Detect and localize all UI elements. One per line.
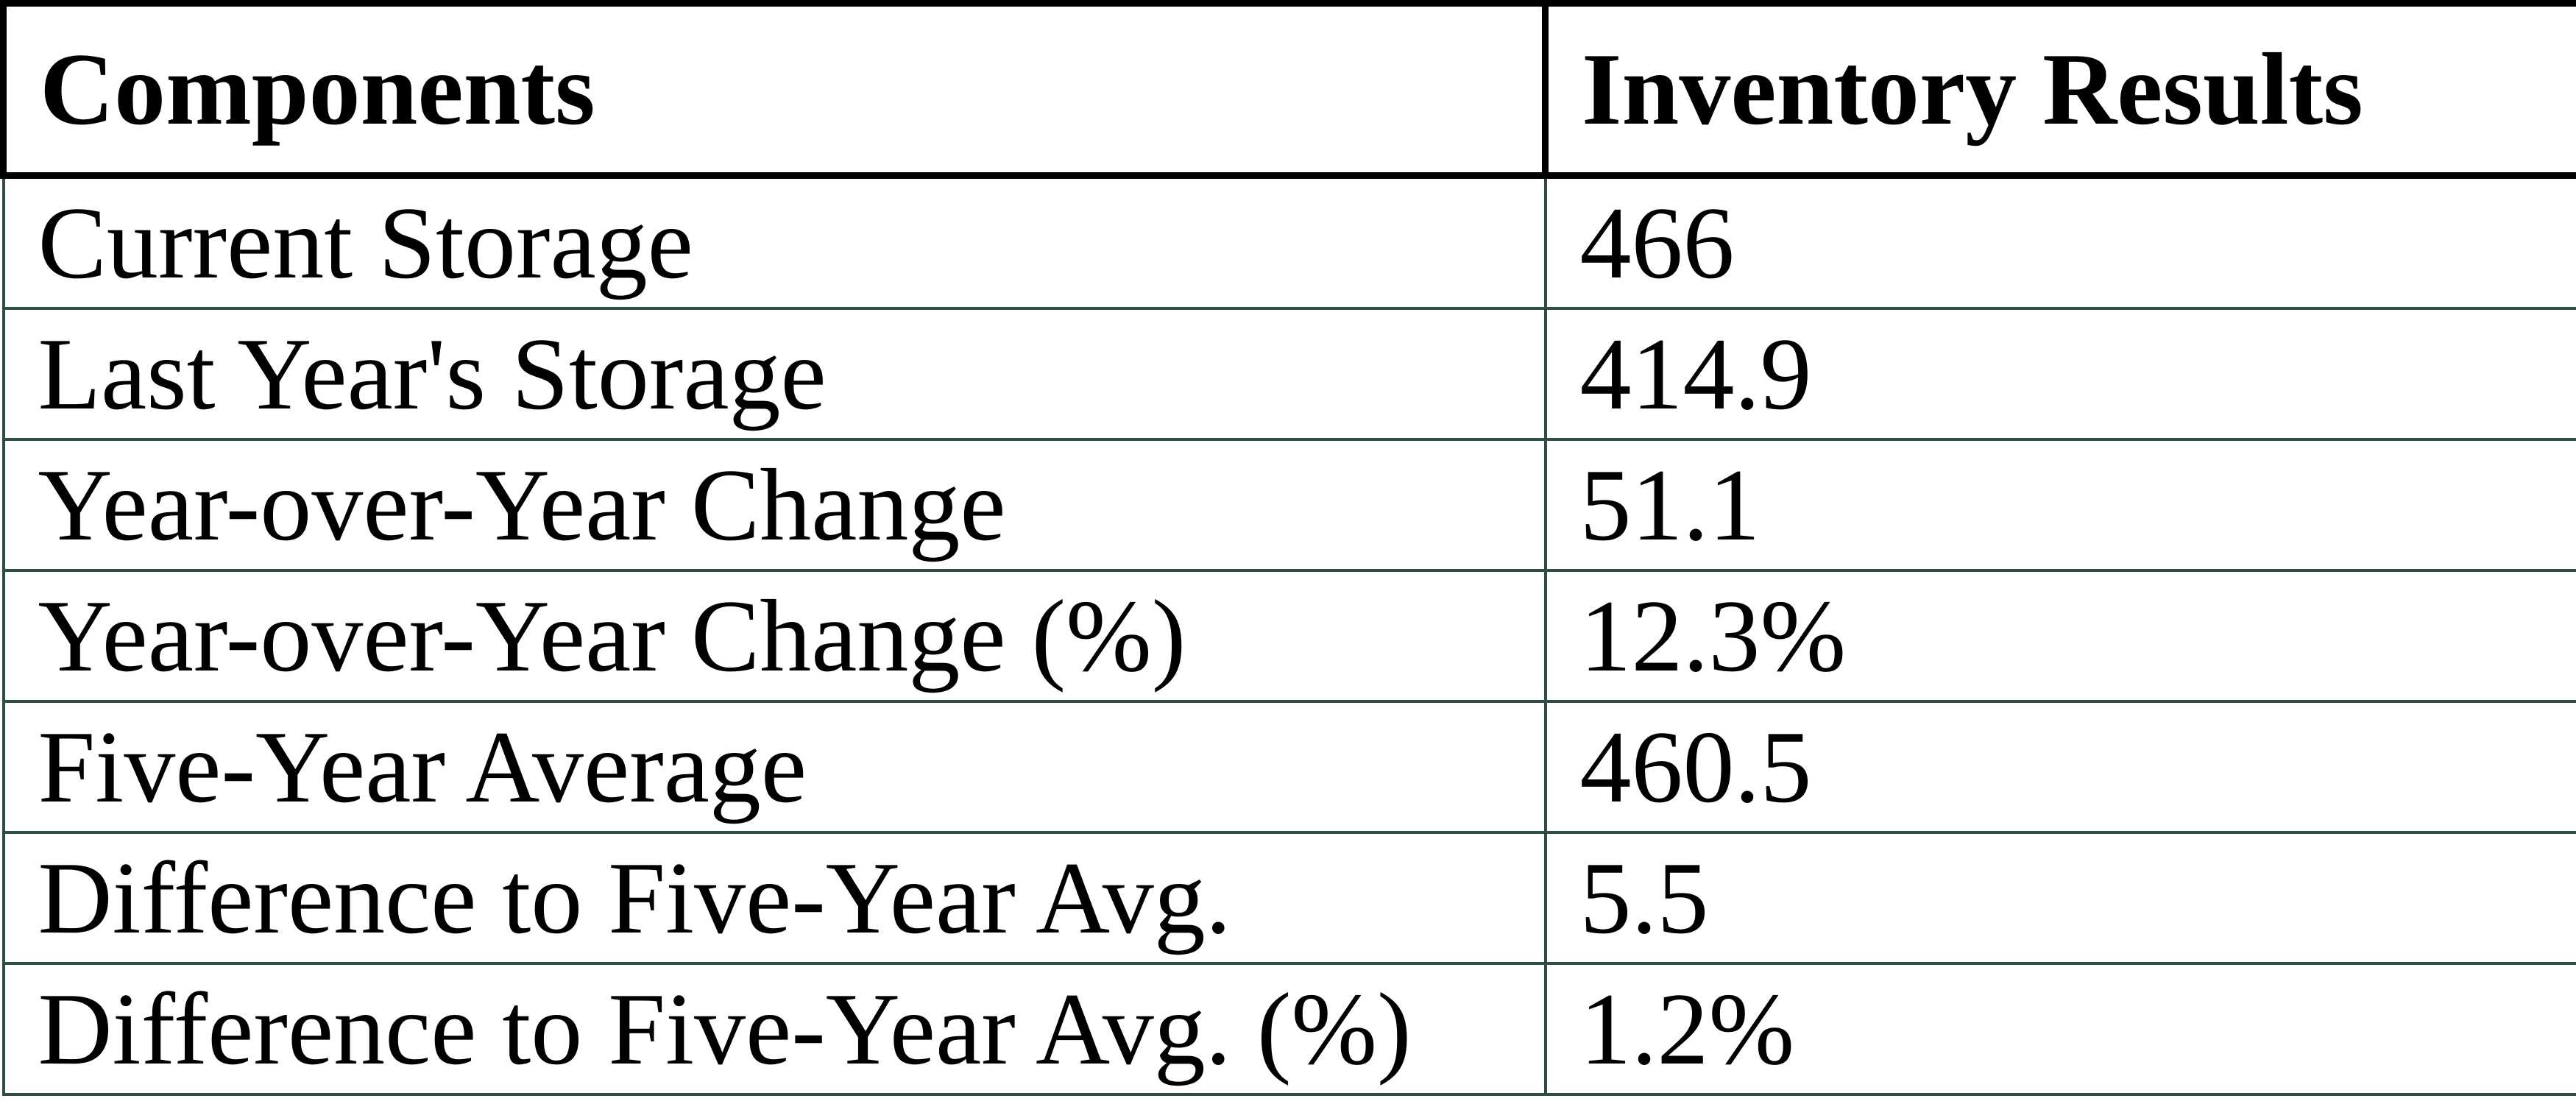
column-header-components: Components: [0, 0, 1549, 179]
inventory-value-cell: 1.2%: [1543, 962, 2576, 1096]
component-label-cell: Year-over-Year Change (%): [1, 569, 1547, 703]
component-label-cell: Difference to Five-Year Avg.: [1, 831, 1547, 965]
component-label-cell: Difference to Five-Year Avg. (%): [1, 962, 1547, 1096]
inventory-value-cell: 460.5: [1543, 700, 2576, 834]
component-label-cell: Last Year's Storage: [1, 307, 1547, 441]
table-row: Five-Year Average 460.5: [1, 700, 2576, 834]
table-row: Year-over-Year Change (%) 12.3%: [1, 569, 2576, 703]
column-header-inventory-results: Inventory Results: [1542, 0, 2576, 179]
table-row: Current Storage 466: [1, 174, 2576, 310]
component-label-cell: Five-Year Average: [1, 700, 1547, 834]
inventory-value-cell: 5.5: [1543, 831, 2576, 965]
table-row: Difference to Five-Year Avg. 5.5: [1, 831, 2576, 965]
inventory-value-cell: 12.3%: [1543, 569, 2576, 703]
table-row: Difference to Five-Year Avg. (%) 1.2%: [1, 962, 2576, 1096]
table-row: Year-over-Year Change 51.1: [1, 438, 2576, 572]
component-label-cell: Year-over-Year Change: [1, 438, 1547, 572]
inventory-value-cell: 466: [1543, 174, 2576, 310]
table-row: Last Year's Storage 414.9: [1, 307, 2576, 441]
header-row: Components Inventory Results: [0, 0, 2576, 179]
inventory-value-cell: 414.9: [1543, 307, 2576, 441]
inventory-value-cell: 51.1: [1543, 438, 2576, 572]
component-label-cell: Current Storage: [1, 174, 1547, 310]
